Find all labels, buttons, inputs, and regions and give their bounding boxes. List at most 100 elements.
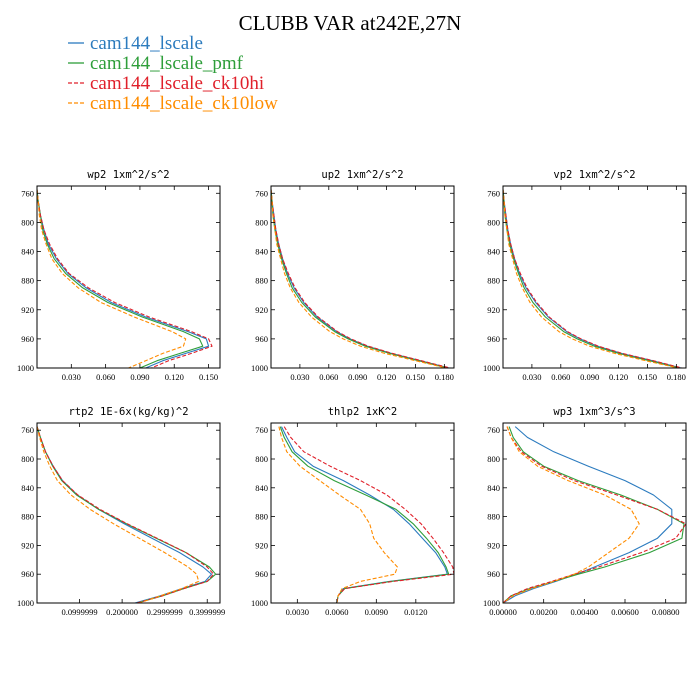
x-tick-label: 0.150 <box>199 372 218 382</box>
x-tick-label: 0.0120 <box>404 607 427 617</box>
y-tick-label: 880 <box>21 276 34 286</box>
series-line-2 <box>503 426 686 603</box>
x-tick-label: 0.00600 <box>611 607 639 617</box>
y-tick-label: 960 <box>255 334 268 344</box>
y-tick-label: 800 <box>487 454 500 464</box>
x-tick-label: 0.120 <box>377 372 396 382</box>
x-tick-label: 0.030 <box>522 372 541 382</box>
y-tick-label: 1000 <box>483 598 500 608</box>
series-line-3 <box>37 426 200 603</box>
plot-frame <box>36 185 221 369</box>
y-tick-label: 960 <box>21 334 34 344</box>
y-tick-label: 800 <box>487 217 500 227</box>
y-tick-label: 960 <box>255 569 268 579</box>
y-tick-label: 840 <box>21 483 34 493</box>
panel-title: vp2 1xm^2/s^2 <box>553 169 635 181</box>
x-tick-label: 0.060 <box>96 372 115 382</box>
series-line-2 <box>37 189 213 368</box>
y-tick-label: 1000 <box>483 363 500 373</box>
y-tick-label: 840 <box>255 483 268 493</box>
y-tick-label: 840 <box>487 247 500 257</box>
x-tick-label: 0.090 <box>348 372 367 382</box>
x-tick-label: 0.090 <box>580 372 599 382</box>
x-tick-label: 0.00200 <box>530 607 558 617</box>
series-group <box>278 426 454 603</box>
x-tick-label: 0.030 <box>62 372 81 382</box>
legend-label-0: cam144_lscale <box>90 33 203 54</box>
panel-4: thlp2 1xK^2 760 800 840 880 920 960 1000 0.0030 0… <box>251 406 455 617</box>
y-tick-label: 1000 <box>17 363 34 373</box>
y-tick-label: 1000 <box>17 598 34 608</box>
series-line-3 <box>278 426 398 603</box>
y-tick-label: 800 <box>21 454 34 464</box>
y-tick-label: 960 <box>21 569 34 579</box>
y-tick-label: 840 <box>255 247 268 257</box>
series-line-1 <box>37 189 204 368</box>
x-tick-label: 0.120 <box>165 372 184 382</box>
legend: cam144_lscalecam144_lscale_pmfcam144_lsc… <box>68 33 278 114</box>
panel-title: up2 1xm^2/s^2 <box>321 169 403 181</box>
x-tick-label: 0.120 <box>609 372 628 382</box>
panel-1: up2 1xm^2/s^2 760 800 840 880 920 960 1000 0.030… <box>251 169 455 382</box>
y-tick-label: 920 <box>21 540 34 550</box>
panel-title: wp2 1xm^2/s^2 <box>87 169 169 181</box>
y-tick-label: 920 <box>21 305 34 315</box>
x-tick-label: 0.0030 <box>286 607 309 617</box>
y-tick-label: 1000 <box>251 598 268 608</box>
plot-frame <box>270 422 455 604</box>
y-tick-label: 840 <box>487 483 500 493</box>
y-tick-label: 880 <box>21 512 34 522</box>
y-tick-label: 760 <box>255 188 268 198</box>
x-tick-label: 0.200000 <box>106 607 138 617</box>
x-tick-label: 0.090 <box>130 372 149 382</box>
legend-label-1: cam144_lscale_pmf <box>90 53 244 74</box>
x-tick-label: 0.030 <box>290 372 309 382</box>
panel-title: wp3 1xm^3/s^3 <box>553 406 635 418</box>
x-tick-label: 0.180 <box>435 372 454 382</box>
y-tick-label: 960 <box>487 569 500 579</box>
x-tick-label: 0.150 <box>406 372 425 382</box>
x-tick-label: 0.0060 <box>325 607 348 617</box>
plot-frame <box>502 185 687 369</box>
plot-frame <box>36 422 221 604</box>
y-tick-label: 800 <box>21 217 34 227</box>
figure-title: CLUBB VAR at242E,27N <box>239 11 462 35</box>
y-tick-label: 760 <box>21 188 34 198</box>
panel-5: wp3 1xm^3/s^3 760 800 840 880 920 960 10000.000… <box>483 406 687 617</box>
y-tick-label: 760 <box>487 188 500 198</box>
x-tick-label: 0.060 <box>551 372 570 382</box>
series-line-0 <box>503 426 673 603</box>
y-tick-label: 880 <box>255 512 268 522</box>
panel-3: rtp2 1E-6x(kg/kg)^2 760 800 840 880 920 960 100… <box>17 406 225 617</box>
y-tick-label: 880 <box>255 276 268 286</box>
series-group <box>503 426 686 603</box>
panel-grid: wp2 1xm^2/s^2 760 800 840 880 920 960 1000 0.030… <box>17 169 687 617</box>
plot-frame <box>270 185 455 369</box>
y-tick-label: 760 <box>21 425 34 435</box>
legend-label-2: cam144_lscale_ck10hi <box>90 73 264 94</box>
x-tick-label: 0.0999999 <box>61 607 97 617</box>
series-line-3 <box>503 426 640 603</box>
y-tick-label: 960 <box>487 334 500 344</box>
panel-0: wp2 1xm^2/s^2 760 800 840 880 920 960 1000 0.030… <box>17 169 221 382</box>
x-tick-label: 0.3999999 <box>189 607 225 617</box>
y-tick-label: 920 <box>255 540 268 550</box>
x-tick-label: 0.00000 <box>489 607 517 617</box>
panel-title: rtp2 1E-6x(kg/kg)^2 <box>68 406 188 418</box>
y-tick-label: 760 <box>487 425 500 435</box>
legend-label-3: cam144_lscale_ck10low <box>90 93 278 114</box>
x-tick-label: 0.060 <box>319 372 338 382</box>
plot-frame <box>502 422 687 604</box>
panel-title: thlp2 1xK^2 <box>328 406 398 418</box>
y-tick-label: 880 <box>487 512 500 522</box>
x-tick-label: 0.00800 <box>652 607 680 617</box>
y-tick-label: 840 <box>21 247 34 257</box>
series-group <box>37 426 217 603</box>
y-tick-label: 800 <box>255 217 268 227</box>
x-tick-label: 0.180 <box>667 372 686 382</box>
y-tick-label: 800 <box>255 454 268 464</box>
series-line-2 <box>37 426 215 603</box>
y-tick-label: 760 <box>255 425 268 435</box>
